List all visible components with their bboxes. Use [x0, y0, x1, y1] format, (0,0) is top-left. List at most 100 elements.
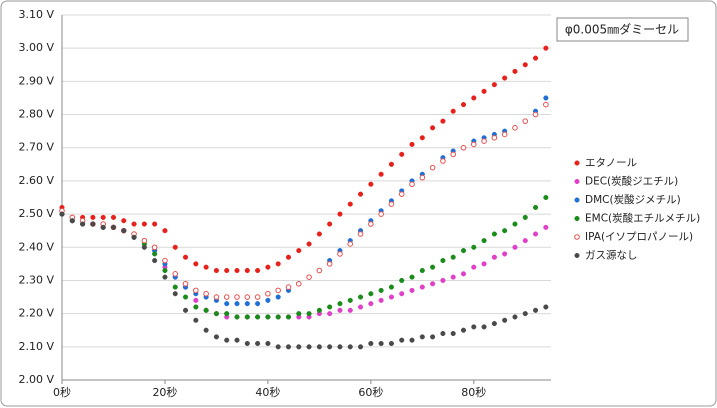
data-point — [141, 221, 147, 227]
data-point — [399, 291, 405, 297]
data-point — [430, 264, 436, 270]
data-point — [234, 294, 240, 300]
data-point — [460, 102, 467, 108]
data-point — [223, 294, 230, 300]
data-point — [460, 271, 467, 277]
data-point — [254, 294, 261, 300]
data-point — [440, 330, 446, 337]
data-point — [388, 161, 394, 167]
data-point — [90, 214, 96, 220]
data-point — [110, 224, 117, 230]
data-point — [533, 204, 539, 211]
data-point — [265, 264, 271, 270]
data-point — [285, 344, 292, 350]
data-point — [275, 287, 281, 294]
y-tick-label: 2.90 V — [18, 74, 54, 87]
data-point — [481, 138, 487, 144]
data-point — [430, 334, 436, 340]
data-point — [471, 95, 477, 101]
legend-label: DMC(炭酸ジメチル) — [585, 193, 681, 206]
data-point — [285, 254, 292, 260]
data-point — [224, 267, 230, 274]
data-point — [306, 274, 312, 280]
data-point — [368, 340, 374, 347]
data-point — [306, 241, 312, 247]
data-point — [430, 281, 436, 287]
data-point — [182, 280, 189, 287]
data-point — [213, 294, 220, 300]
data-point — [275, 344, 281, 350]
data-point — [296, 248, 302, 254]
annotation: φ0.005㎜ダミーセル — [565, 22, 679, 37]
data-point — [141, 237, 148, 244]
data-point — [491, 134, 498, 141]
data-point — [347, 344, 353, 350]
data-point — [440, 257, 446, 264]
data-point — [337, 307, 343, 313]
data-point — [450, 108, 456, 114]
data-point — [234, 314, 240, 320]
data-point — [265, 297, 271, 303]
data-point — [265, 290, 271, 297]
legend-marker — [574, 160, 580, 166]
data-point — [388, 201, 395, 207]
data-point — [151, 244, 158, 251]
data-point — [80, 221, 86, 227]
data-point — [543, 45, 549, 51]
data-point — [172, 291, 178, 297]
data-point — [543, 194, 549, 201]
data-point — [193, 317, 199, 323]
data-point — [326, 261, 333, 267]
data-point — [419, 135, 425, 141]
y-tick-label: 2.00 V — [18, 373, 54, 386]
data-point — [100, 214, 106, 220]
data-point — [522, 62, 528, 68]
data-point — [172, 244, 178, 250]
data-point — [327, 344, 333, 350]
data-point — [285, 314, 292, 320]
data-point — [368, 291, 374, 297]
data-point — [224, 311, 230, 317]
x-tick-label: 0秒 — [53, 385, 71, 399]
data-point — [481, 324, 487, 330]
x-tick-label: 80秒 — [461, 385, 486, 399]
data-point — [285, 284, 292, 290]
data-point — [162, 267, 168, 274]
data-point — [203, 327, 209, 333]
data-point — [306, 344, 312, 350]
data-point — [172, 284, 178, 290]
data-point — [337, 251, 343, 257]
y-tick-label: 3.00 V — [18, 41, 54, 54]
data-point — [501, 131, 508, 138]
legend-marker — [574, 197, 580, 203]
data-point — [275, 314, 281, 320]
data-point — [316, 307, 322, 313]
data-point — [512, 244, 518, 250]
data-point — [244, 294, 251, 300]
data-point — [182, 307, 189, 313]
data-point — [533, 307, 539, 313]
y-tick-label: 2.70 V — [18, 141, 54, 154]
data-point — [399, 277, 405, 284]
data-point — [491, 82, 497, 88]
y-tick-label: 2.40 V — [18, 240, 54, 253]
data-point — [275, 294, 281, 300]
data-point — [398, 191, 405, 197]
data-point — [357, 294, 364, 300]
data-point — [337, 211, 343, 217]
data-point — [399, 337, 405, 343]
data-point — [59, 211, 65, 217]
x-tick-label: 60秒 — [358, 385, 383, 399]
data-point — [182, 294, 189, 300]
data-point — [193, 261, 199, 267]
data-point — [162, 257, 168, 264]
data-point — [512, 314, 518, 320]
data-point — [347, 307, 353, 313]
data-point — [409, 274, 415, 280]
data-point — [543, 304, 549, 310]
x-tick-label: 40秒 — [255, 385, 280, 399]
data-point — [460, 144, 467, 151]
data-point — [327, 221, 333, 227]
data-point — [532, 111, 539, 118]
